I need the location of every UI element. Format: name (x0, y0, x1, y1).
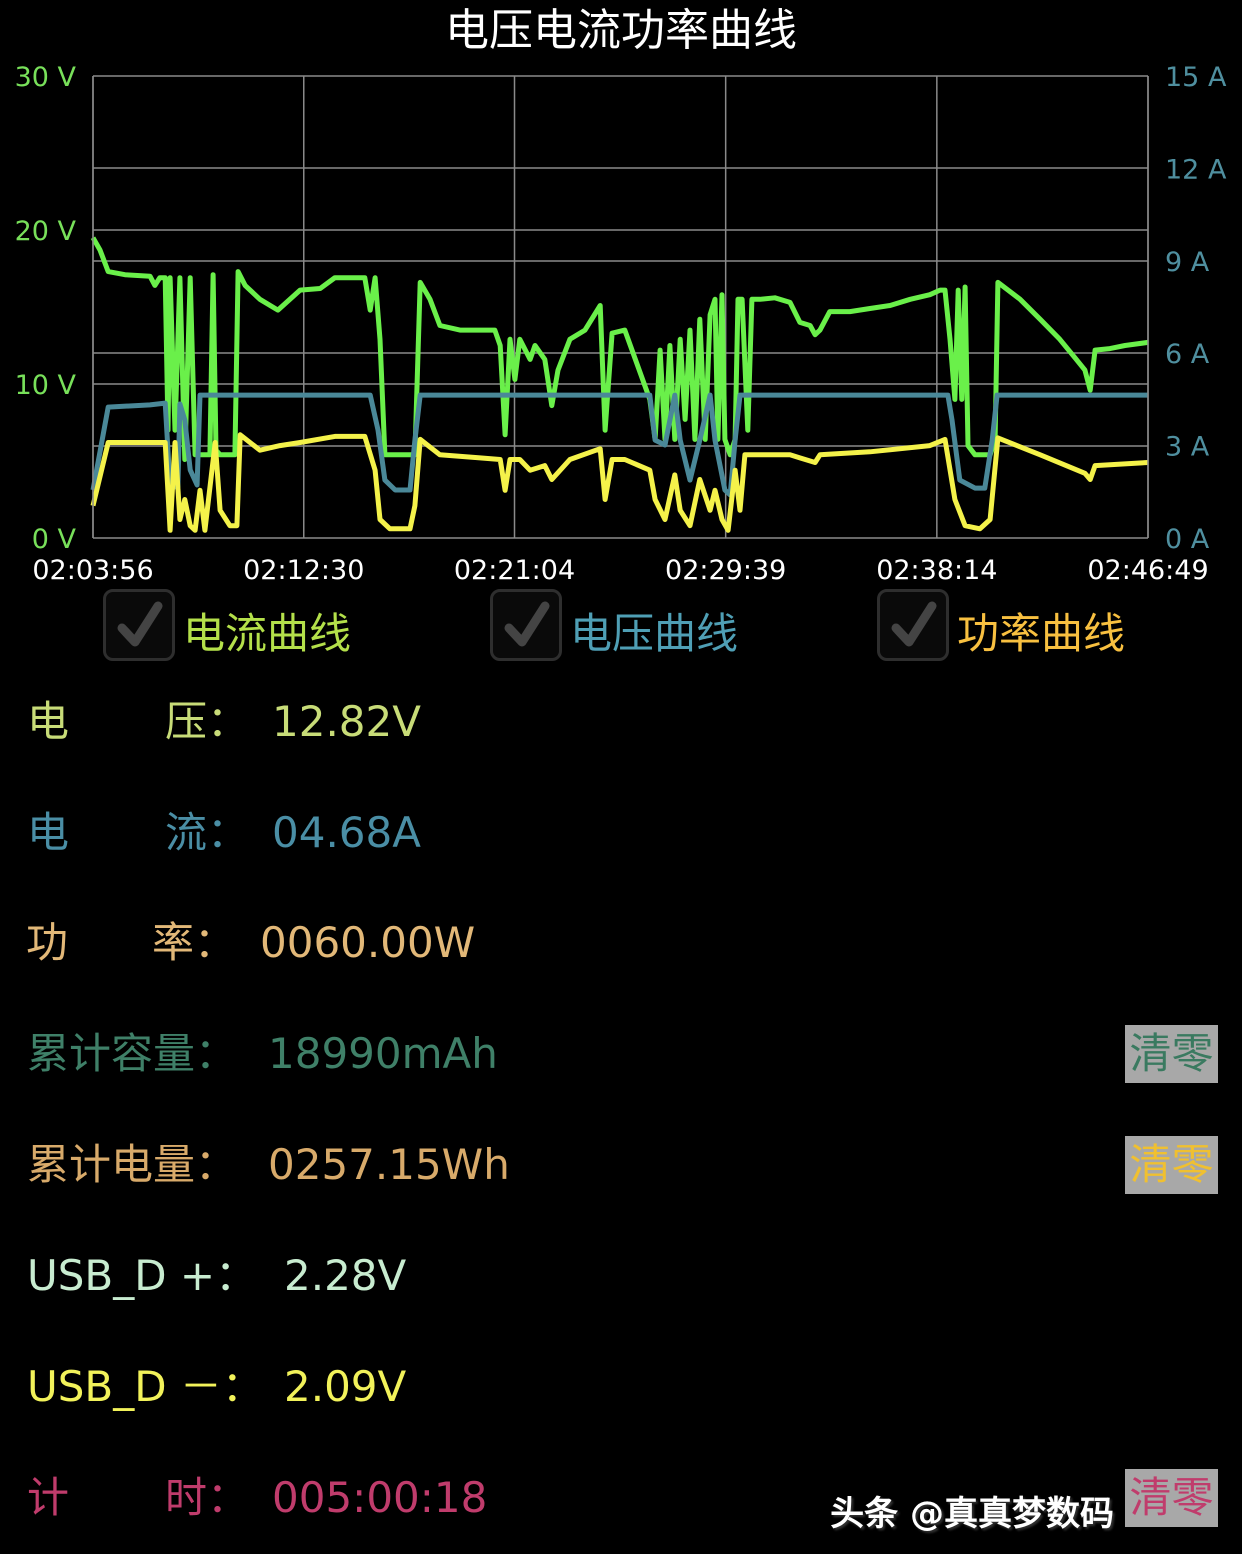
reading-label: 累计容量： (27, 1029, 238, 1078)
checkmark-icon (117, 601, 163, 647)
checkmark-icon (504, 601, 550, 647)
reading-label-suffix: 率： (152, 918, 237, 967)
reset-button[interactable]: 清零 (1125, 1025, 1218, 1083)
y-right-tick-label: 12 A (1165, 154, 1227, 185)
x-tick-label: 02:12:30 (243, 555, 364, 586)
reading-value: 12.82V (272, 697, 421, 746)
checkbox-0[interactable] (103, 589, 175, 661)
watermark: 头条 @真真梦数码 (830, 1494, 1114, 1534)
reading-label-suffix: 压： (165, 697, 250, 746)
reading-label: USB_D +： (27, 1251, 258, 1300)
reading-label: 电 (27, 808, 70, 857)
reading-label: 功 (26, 918, 69, 967)
reading-value: 0257.15Wh (268, 1140, 510, 1189)
reading-label: 累计电量： (27, 1140, 238, 1189)
reset-button[interactable]: 清零 (1125, 1469, 1218, 1527)
legend-label[interactable]: 功率曲线 (957, 609, 1126, 658)
x-tick-label: 02:38:14 (876, 555, 997, 586)
reading-value: 04.68A (272, 808, 421, 857)
reading-value: 2.09V (284, 1362, 407, 1411)
reading-label-suffix: 流： (165, 808, 250, 857)
reading-value: 2.28V (284, 1251, 407, 1300)
chart: 30 V 20 V 10 V 0 V 15 A 12 A 9 A 6 A 3 A 0 A 02:03… (15, 62, 1227, 586)
y-left-tick-label: 30 V (15, 62, 77, 93)
y-right-tick-label: 3 A (1165, 432, 1210, 463)
reading-label: USB_D －： (27, 1362, 264, 1411)
x-tick-label: 02:29:39 (665, 555, 786, 586)
legend-label[interactable]: 电流曲线 (183, 609, 352, 658)
series-line-green (90, 236, 1149, 462)
y-left-tick-label: 10 V (15, 370, 77, 401)
checkbox-2[interactable] (877, 589, 949, 661)
chart-title: 电压电流功率曲线 (445, 5, 797, 56)
checkmark-icon (891, 601, 937, 647)
y-right-tick-label: 9 A (1165, 247, 1210, 278)
y-right-tick-label: 6 A (1165, 339, 1210, 370)
reset-button[interactable]: 清零 (1125, 1136, 1218, 1194)
reading-label-suffix: 时： (165, 1473, 250, 1522)
reading-label: 电 (27, 697, 70, 746)
x-tick-label: 02:46:49 (1087, 555, 1208, 586)
x-tick-label: 02:21:04 (454, 555, 575, 586)
checkbox-1[interactable] (490, 589, 562, 661)
series-line-yellow (90, 432, 1149, 533)
reading-value: 005:00:18 (272, 1473, 488, 1522)
y-right-tick-label: 15 A (1165, 62, 1227, 93)
reading-label: 计 (27, 1473, 70, 1522)
reading-value: 18990mAh (268, 1029, 498, 1078)
x-tick-label: 02:03:56 (32, 555, 153, 586)
y-right-tick-label: 0 A (1165, 524, 1210, 555)
y-left-tick-label: 0 V (32, 524, 77, 555)
legend-label[interactable]: 电压曲线 (570, 609, 739, 658)
reading-value: 0060.00W (260, 918, 476, 967)
y-left-tick-label: 20 V (15, 216, 77, 247)
